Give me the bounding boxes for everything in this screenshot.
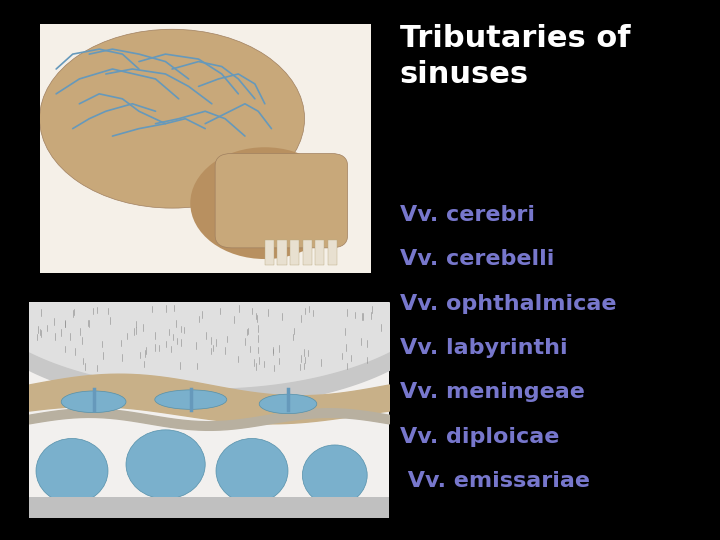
Text: Vv. labyrinthi: Vv. labyrinthi — [400, 338, 567, 358]
Text: Tributaries of
sinuses: Tributaries of sinuses — [400, 24, 630, 89]
Ellipse shape — [155, 390, 227, 409]
Ellipse shape — [259, 394, 317, 414]
Ellipse shape — [40, 29, 305, 208]
Text: Vv. cerebelli: Vv. cerebelli — [400, 249, 554, 269]
Ellipse shape — [216, 438, 288, 503]
FancyBboxPatch shape — [215, 153, 348, 248]
Ellipse shape — [302, 445, 367, 505]
Bar — [328, 240, 337, 265]
Ellipse shape — [190, 147, 339, 259]
Text: Vv. meningeae: Vv. meningeae — [400, 382, 585, 402]
Bar — [265, 240, 274, 265]
Bar — [277, 240, 287, 265]
Text: Vv. emissariae: Vv. emissariae — [400, 471, 590, 491]
Ellipse shape — [61, 391, 126, 413]
Bar — [315, 240, 325, 265]
Bar — [302, 240, 312, 265]
Ellipse shape — [126, 430, 205, 499]
Text: Vv. ophthalmicae: Vv. ophthalmicae — [400, 294, 616, 314]
Bar — [290, 240, 300, 265]
Bar — [29, 497, 389, 518]
Ellipse shape — [36, 438, 108, 503]
Text: Vv. cerebri: Vv. cerebri — [400, 205, 534, 225]
Text: Vv. diploicae: Vv. diploicae — [400, 427, 559, 447]
